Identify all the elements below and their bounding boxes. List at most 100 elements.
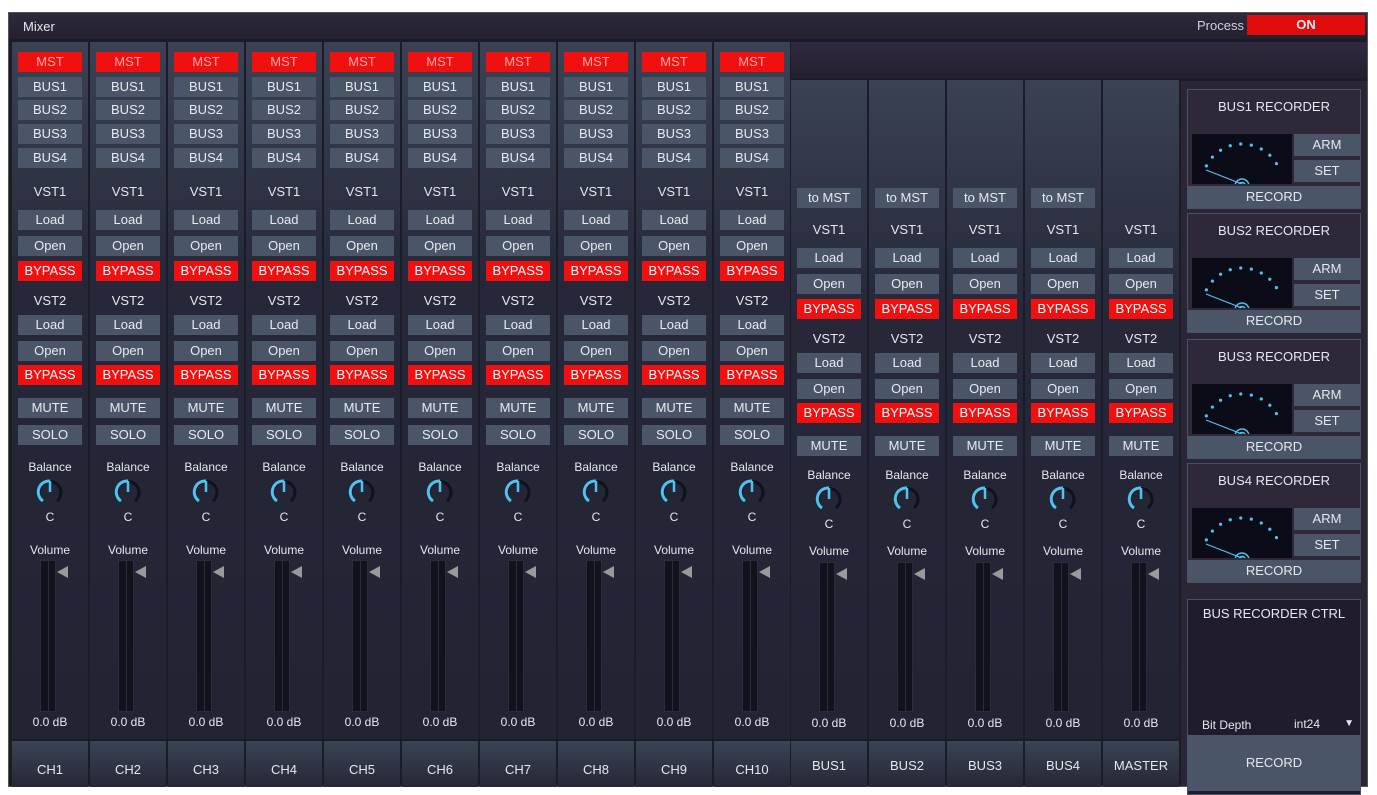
mst-button[interactable]: MST [174, 52, 238, 72]
vst2-open-button[interactable]: Open [252, 341, 316, 361]
vst1-load-button[interactable]: Load [174, 210, 238, 230]
to-mst-button[interactable]: to MST [953, 188, 1017, 208]
bus4-send-button[interactable]: BUS4 [408, 148, 472, 168]
vst2-bypass-button[interactable]: BYPASS [1031, 403, 1095, 423]
solo-button[interactable]: SOLO [330, 425, 394, 445]
volume-fader-track[interactable] [897, 562, 913, 712]
balance-knob[interactable] [893, 485, 921, 513]
vst1-load-button[interactable]: Load [797, 248, 861, 268]
vst2-bypass-button[interactable]: BYPASS [18, 365, 82, 385]
vst1-bypass-button[interactable]: BYPASS [486, 261, 550, 281]
balance-knob[interactable] [660, 478, 688, 506]
set-button[interactable]: SET [1294, 160, 1360, 182]
mute-button[interactable]: MUTE [174, 398, 238, 418]
to-mst-button[interactable]: to MST [1031, 188, 1095, 208]
vst1-open-button[interactable]: Open [252, 236, 316, 256]
vst2-bypass-button[interactable]: BYPASS [252, 365, 316, 385]
vst1-open-button[interactable]: Open [1031, 274, 1095, 294]
bus1-send-button[interactable]: BUS1 [252, 77, 316, 97]
vst2-bypass-button[interactable]: BYPASS [564, 365, 628, 385]
vst1-bypass-button[interactable]: BYPASS [96, 261, 160, 281]
vst1-bypass-button[interactable]: BYPASS [797, 299, 861, 319]
vst1-open-button[interactable]: Open [953, 274, 1017, 294]
balance-knob[interactable] [815, 485, 843, 513]
bus3-send-button[interactable]: BUS3 [96, 124, 160, 144]
vst2-load-button[interactable]: Load [486, 315, 550, 335]
vst1-bypass-button[interactable]: BYPASS [18, 261, 82, 281]
volume-fader-track[interactable] [586, 560, 602, 712]
balance-knob[interactable] [738, 478, 766, 506]
mute-button[interactable]: MUTE [797, 436, 861, 456]
bus2-send-button[interactable]: BUS2 [408, 100, 472, 120]
vst1-load-button[interactable]: Load [642, 210, 706, 230]
bus3-send-button[interactable]: BUS3 [564, 124, 628, 144]
bus1-send-button[interactable]: BUS1 [18, 77, 82, 97]
vst1-load-button[interactable]: Load [720, 210, 784, 230]
set-button[interactable]: SET [1294, 284, 1360, 306]
volume-fader-handle[interactable] [291, 566, 302, 578]
mst-button[interactable]: MST [720, 52, 784, 72]
volume-fader-track[interactable] [274, 560, 290, 712]
balance-knob[interactable] [1127, 485, 1155, 513]
vst2-bypass-button[interactable]: BYPASS [720, 365, 784, 385]
balance-knob[interactable] [192, 478, 220, 506]
vst1-load-button[interactable]: Load [875, 248, 939, 268]
vst1-bypass-button[interactable]: BYPASS [564, 261, 628, 281]
bus1-send-button[interactable]: BUS1 [486, 77, 550, 97]
vst2-open-button[interactable]: Open [797, 379, 861, 399]
volume-fader-track[interactable] [430, 560, 446, 712]
vst2-bypass-button[interactable]: BYPASS [486, 365, 550, 385]
vst2-bypass-button[interactable]: BYPASS [875, 403, 939, 423]
solo-button[interactable]: SOLO [642, 425, 706, 445]
vst2-open-button[interactable]: Open [330, 341, 394, 361]
bus4-send-button[interactable]: BUS4 [486, 148, 550, 168]
vst1-open-button[interactable]: Open [408, 236, 472, 256]
bus4-send-button[interactable]: BUS4 [330, 148, 394, 168]
volume-fader-handle[interactable] [914, 568, 925, 580]
vst1-open-button[interactable]: Open [720, 236, 784, 256]
solo-button[interactable]: SOLO [486, 425, 550, 445]
arm-button[interactable]: ARM [1294, 384, 1360, 406]
mute-button[interactable]: MUTE [408, 398, 472, 418]
volume-fader-track[interactable] [508, 560, 524, 712]
vst2-load-button[interactable]: Load [408, 315, 472, 335]
bus3-send-button[interactable]: BUS3 [330, 124, 394, 144]
vst1-load-button[interactable]: Load [953, 248, 1017, 268]
vst2-open-button[interactable]: Open [486, 341, 550, 361]
bus2-send-button[interactable]: BUS2 [96, 100, 160, 120]
mute-button[interactable]: MUTE [564, 398, 628, 418]
vst2-load-button[interactable]: Load [96, 315, 160, 335]
to-mst-button[interactable]: to MST [875, 188, 939, 208]
vst2-open-button[interactable]: Open [174, 341, 238, 361]
mute-button[interactable]: MUTE [96, 398, 160, 418]
bus2-send-button[interactable]: BUS2 [330, 100, 394, 120]
vst2-open-button[interactable]: Open [720, 341, 784, 361]
solo-button[interactable]: SOLO [18, 425, 82, 445]
to-mst-button[interactable]: to MST [797, 188, 861, 208]
mute-button[interactable]: MUTE [1109, 436, 1173, 456]
vst1-bypass-button[interactable]: BYPASS [1031, 299, 1095, 319]
bus2-send-button[interactable]: BUS2 [564, 100, 628, 120]
vst1-load-button[interactable]: Load [330, 210, 394, 230]
vst1-bypass-button[interactable]: BYPASS [1109, 299, 1173, 319]
vst1-load-button[interactable]: Load [18, 210, 82, 230]
vst1-open-button[interactable]: Open [1109, 274, 1173, 294]
bus3-send-button[interactable]: BUS3 [408, 124, 472, 144]
mute-button[interactable]: MUTE [252, 398, 316, 418]
vst2-bypass-button[interactable]: BYPASS [642, 365, 706, 385]
vst1-open-button[interactable]: Open [797, 274, 861, 294]
vst2-load-button[interactable]: Load [330, 315, 394, 335]
vst1-bypass-button[interactable]: BYPASS [875, 299, 939, 319]
vst2-open-button[interactable]: Open [564, 341, 628, 361]
vst2-open-button[interactable]: Open [1109, 379, 1173, 399]
volume-fader-handle[interactable] [992, 568, 1003, 580]
mute-button[interactable]: MUTE [330, 398, 394, 418]
balance-knob[interactable] [36, 478, 64, 506]
vst1-load-button[interactable]: Load [96, 210, 160, 230]
volume-fader-track[interactable] [352, 560, 368, 712]
bus3-send-button[interactable]: BUS3 [486, 124, 550, 144]
balance-knob[interactable] [1049, 485, 1077, 513]
process-toggle[interactable]: ON [1247, 15, 1365, 35]
solo-button[interactable]: SOLO [96, 425, 160, 445]
mst-button[interactable]: MST [330, 52, 394, 72]
